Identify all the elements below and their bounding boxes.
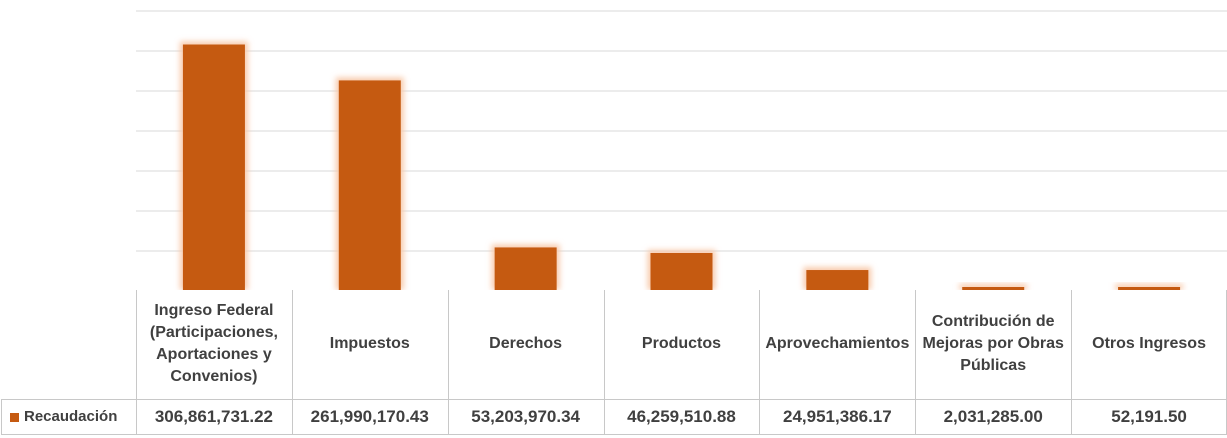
category-label: Derechos bbox=[489, 335, 563, 352]
table-border bbox=[759, 290, 760, 434]
chart-plot-area bbox=[136, 10, 1227, 290]
bar-3 bbox=[650, 252, 713, 290]
chart-bars bbox=[179, 41, 1184, 290]
bar-5 bbox=[962, 287, 1025, 290]
value-label: 24,951,386.17 bbox=[782, 407, 892, 426]
table-border bbox=[292, 290, 293, 434]
legend-entry: Recaudación bbox=[0, 400, 136, 434]
category-label: Aprovechamientos bbox=[765, 335, 910, 352]
category-label: Productos bbox=[641, 335, 722, 352]
chart-gridlines bbox=[136, 10, 1227, 252]
value-label: 2,031,285.00 bbox=[943, 407, 1043, 426]
value-label: 261,990,170.43 bbox=[310, 407, 429, 426]
table-border bbox=[1, 434, 1227, 435]
category-label: Impuestos bbox=[329, 335, 410, 352]
table-border bbox=[136, 290, 137, 434]
table-border bbox=[915, 290, 916, 434]
category-label: Otros Ingresos bbox=[1092, 335, 1206, 352]
data-table: Ingreso Federal (Participaciones, Aporta… bbox=[0, 290, 1227, 438]
value-label: 306,861,731.22 bbox=[154, 407, 273, 426]
table-border bbox=[1, 399, 1227, 400]
table-border bbox=[448, 290, 449, 434]
legend-label: Recaudación bbox=[24, 408, 118, 425]
category-label: Contribución de Mejoras por Obras Públic… bbox=[922, 313, 1064, 374]
table-border bbox=[1071, 290, 1072, 434]
table-border bbox=[604, 290, 605, 434]
table-border bbox=[1, 400, 2, 434]
bar-6 bbox=[1118, 287, 1181, 290]
value-label: 53,203,970.34 bbox=[471, 407, 580, 426]
bar-2 bbox=[494, 247, 557, 290]
value-label: 46,259,510.88 bbox=[627, 407, 736, 426]
legend-swatch bbox=[10, 412, 19, 422]
bar-4 bbox=[806, 270, 869, 290]
value-label: 52,191.50 bbox=[1111, 407, 1187, 426]
bar-0 bbox=[182, 44, 245, 290]
bar-1 bbox=[338, 80, 401, 290]
category-label: Ingreso Federal (Participaciones, Aporta… bbox=[149, 302, 278, 385]
